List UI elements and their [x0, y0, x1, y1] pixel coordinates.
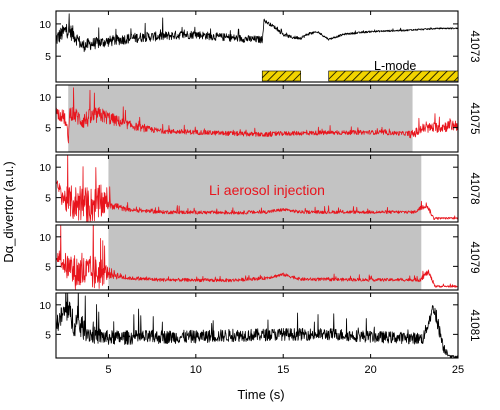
shot-number: 41075 — [468, 103, 480, 135]
shot-number: 41079 — [468, 242, 480, 274]
y-tick-label: 5 — [45, 123, 51, 135]
panel-frame — [55, 224, 459, 291]
y-tick-label: 5 — [45, 261, 51, 273]
signal-trace — [56, 225, 458, 290]
y-tick-label: 5 — [45, 193, 51, 205]
shot-number: 41078 — [468, 173, 480, 205]
lmode-annotation: L-mode — [374, 59, 416, 73]
signal-trace — [56, 293, 458, 358]
shot-number: 41081 — [468, 310, 480, 342]
panel-frame — [55, 292, 459, 359]
x-tick-label: 5 — [105, 364, 111, 376]
signal-trace — [56, 155, 458, 222]
y-tick-label: 10 — [39, 162, 51, 174]
injection-shade — [68, 85, 413, 152]
x-tick-label: 25 — [452, 364, 464, 376]
panel-41079: 5 10 41079 — [39, 224, 480, 291]
y-tick-label: 5 — [45, 329, 51, 341]
shot-number: 41073 — [468, 31, 480, 63]
panel-frame — [55, 10, 459, 83]
panels-layer: 5 10 41073 5 10 41075 5 10 41078 5 10 41079 5 10 41081 — [39, 10, 480, 359]
axis-layer: 5 10 15 20 25 — [105, 70, 464, 376]
x-tick-label: 15 — [277, 364, 289, 376]
li-aerosol-annotation: Li aerosol injection — [209, 182, 325, 198]
panel-41081: 5 10 41081 — [39, 292, 480, 359]
signal-trace — [56, 87, 458, 144]
panel-41075: 5 10 41075 — [39, 84, 480, 153]
lmode-interval — [328, 70, 459, 82]
y-tick-label: 10 — [39, 300, 51, 312]
y-tick-label: 5 — [45, 51, 51, 63]
signal-trace — [56, 13, 458, 53]
y-tick-label: 10 — [39, 19, 51, 31]
x-tick-label: 20 — [364, 364, 376, 376]
panel-frame — [55, 84, 459, 153]
x-axis-label: Time (s) — [237, 387, 284, 402]
lmode-interval — [261, 70, 301, 82]
y-tick-label: 10 — [39, 232, 51, 244]
panel-41078: 5 10 41078 — [39, 154, 480, 223]
panel-frame — [55, 154, 459, 223]
y-axis-label: Dα_divertor (a.u.) — [1, 161, 16, 262]
panel-41073: 5 10 41073 — [39, 10, 480, 83]
x-tick-label: 10 — [190, 364, 202, 376]
y-tick-label: 10 — [39, 92, 51, 104]
